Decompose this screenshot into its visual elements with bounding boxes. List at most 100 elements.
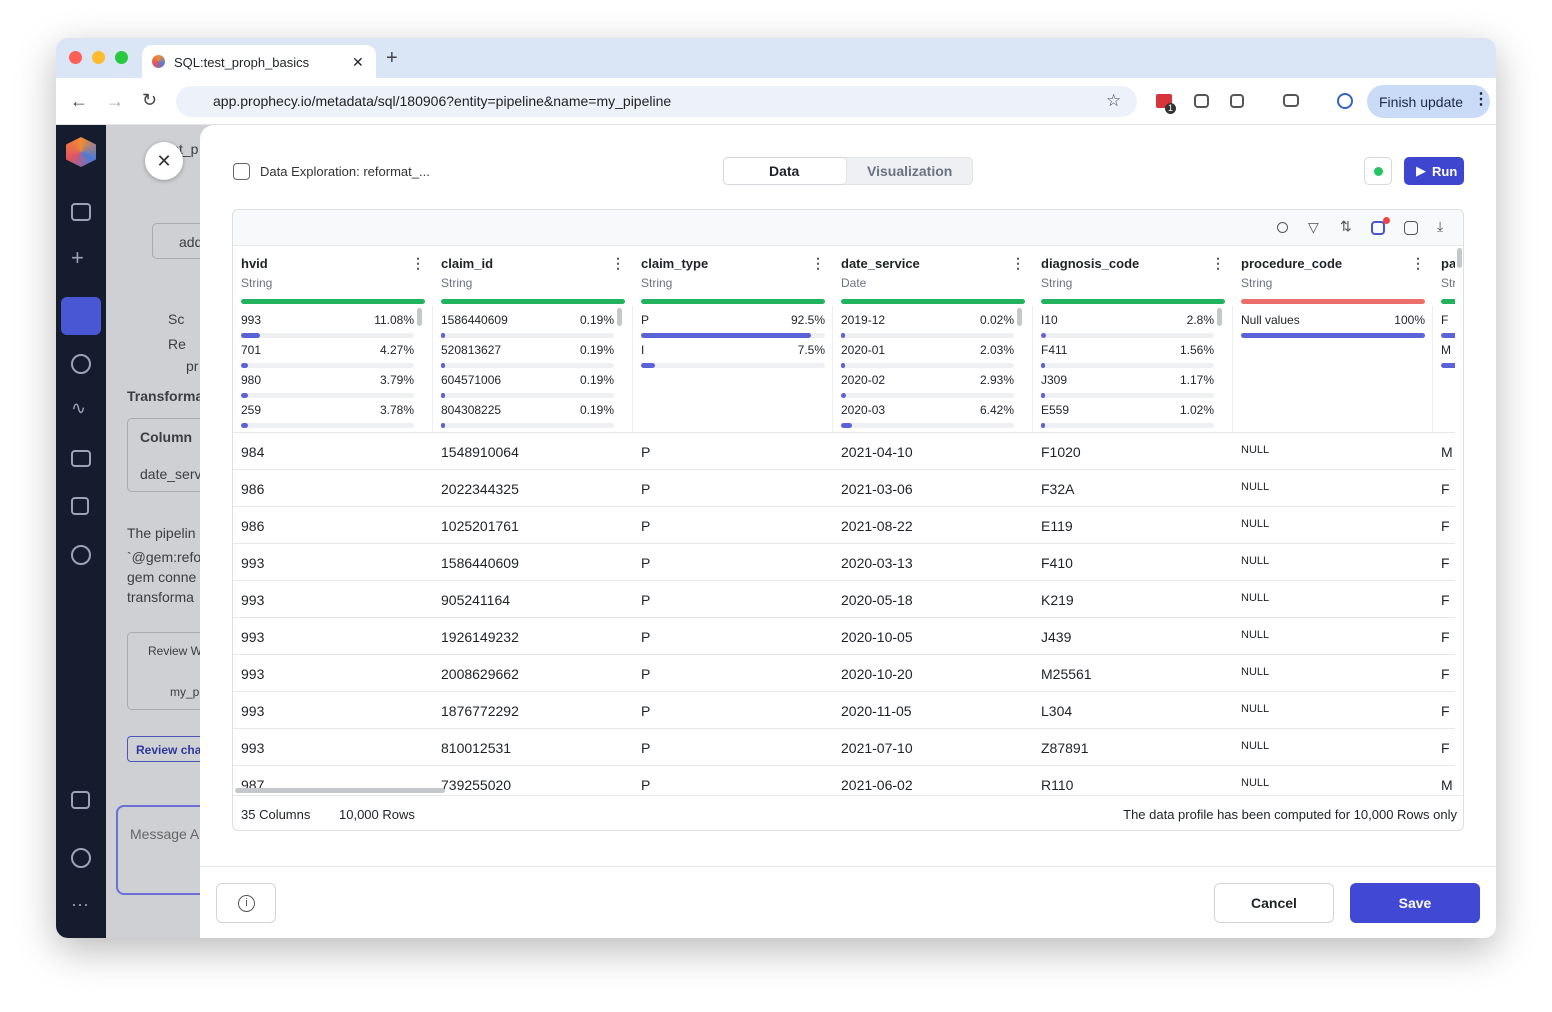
profile-bar	[441, 423, 445, 428]
profile-label: J309	[1041, 373, 1068, 387]
column-menu: ⋮	[1011, 255, 1025, 271]
paragraph-line: gem conne	[127, 569, 197, 585]
nav-history[interactable]	[71, 354, 91, 374]
profile-bar	[241, 333, 261, 338]
cell: F	[1441, 703, 1450, 719]
table-grid: hvid String ⋮ 993 11.08% 701 4.27% 980 3.79% 259 3…	[233, 246, 1455, 795]
column-name: hvid	[241, 256, 268, 271]
zoom-dot[interactable]	[115, 51, 128, 64]
nav-pipelines-active[interactable]	[61, 297, 101, 335]
profile-pct: 4.27%	[379, 343, 414, 357]
address-bar[interactable]: app.prophecy.io/metadata/sql/180906?enti…	[176, 86, 1137, 117]
column-name: claim_type	[641, 256, 709, 271]
back[interactable]: ←	[70, 91, 88, 111]
cell: L304	[1041, 703, 1073, 719]
cell: F	[1441, 481, 1450, 497]
profile-bar	[1041, 363, 1045, 368]
cast-icon[interactable]	[1283, 94, 1299, 107]
profile-icon[interactable]	[1337, 93, 1353, 109]
nav-marketplace[interactable]	[71, 791, 90, 809]
row-divider	[233, 617, 1455, 618]
column-menu: ⋮	[1211, 255, 1225, 271]
save-button[interactable]: Save	[1350, 883, 1480, 923]
profile-pct: 0.02%	[979, 313, 1014, 327]
profile-label: 701	[241, 343, 262, 357]
vertical-scrollbar	[1457, 248, 1462, 268]
filter-icon[interactable]: ▽	[1308, 219, 1319, 235]
profile-label: F411	[1041, 343, 1068, 357]
nav-help[interactable]	[71, 848, 91, 868]
profile-scrollbar	[1217, 308, 1222, 326]
nav-more[interactable]: ···	[71, 894, 89, 914]
cell: Z87891	[1041, 740, 1089, 756]
expander: add	[179, 234, 203, 250]
nav-activity[interactable]: ∿	[71, 398, 87, 418]
message-placeholder: Message A	[130, 826, 200, 842]
profile-pct: 0.19%	[579, 343, 614, 357]
profile-pct: 1.02%	[1179, 403, 1214, 417]
profile-track	[241, 363, 414, 368]
finish-update-label: Finish update	[1379, 94, 1464, 110]
close-dot[interactable]	[69, 51, 82, 64]
close-modal[interactable]: ✕	[145, 142, 183, 180]
window: SQL:test_proph_basics ✕ + ← → ↻ app.prop…	[56, 38, 1496, 938]
finish-update[interactable]: Finish update ⋮	[1367, 85, 1490, 118]
completeness-bar	[1441, 299, 1455, 304]
profile-track	[1041, 333, 1214, 338]
minimize-dot[interactable]	[92, 51, 105, 64]
run-button[interactable]: ▶ Run	[1404, 157, 1464, 185]
sort-icon[interactable]: ⇅	[1340, 218, 1352, 234]
cell: 2020-03-13	[841, 555, 913, 571]
new-tab[interactable]: +	[386, 47, 398, 69]
nav-jobs[interactable]	[71, 450, 91, 467]
row-divider	[233, 469, 1455, 470]
profile-bar	[241, 423, 248, 428]
tab-visualization-label[interactable]: Visualization	[867, 163, 953, 179]
column-menu: ⋮	[411, 255, 425, 271]
paragraph-line: transforma	[127, 589, 194, 605]
cell: M25561	[1041, 666, 1092, 682]
screenshot-icon[interactable]	[1194, 94, 1209, 108]
search-icon[interactable]	[1277, 222, 1288, 233]
profile-label: I	[641, 343, 645, 357]
profile-icon[interactable]	[1371, 221, 1385, 235]
profile-label: 804308225	[441, 403, 502, 417]
forward: →	[106, 91, 124, 111]
extensions-icon[interactable]	[1230, 94, 1244, 108]
nav-search[interactable]	[71, 203, 91, 221]
tab[interactable]: SQL:test_proph_basics ✕	[142, 45, 376, 78]
reload[interactable]: ↻	[142, 90, 158, 110]
cell: NULL	[1241, 555, 1270, 567]
cell: NULL	[1241, 740, 1270, 752]
cell: NULL	[1241, 666, 1270, 678]
profile-pct: 0.19%	[579, 373, 614, 387]
status-button[interactable]	[1364, 157, 1392, 185]
tab-close[interactable]: ✕	[352, 54, 364, 70]
profile-track	[1041, 423, 1214, 428]
nav-add[interactable]: +	[71, 245, 84, 270]
bookmark[interactable]: ☆	[1106, 91, 1122, 110]
nav-download[interactable]	[71, 545, 91, 565]
cell: 993	[241, 555, 265, 571]
row-divider	[233, 691, 1455, 692]
cell: M	[1441, 444, 1453, 460]
tab-data[interactable]	[724, 158, 846, 184]
columns-icon[interactable]	[1404, 221, 1418, 235]
cell: 1586440609	[441, 555, 519, 571]
download-icon[interactable]: ⤓	[1437, 218, 1444, 234]
cell: 2020-10-05	[841, 629, 913, 645]
cell: 1025201761	[441, 518, 519, 534]
info-button[interactable]: i	[216, 883, 276, 923]
nav-charts[interactable]	[71, 497, 89, 515]
table-toolbar	[233, 210, 1463, 246]
column-menu: ⋮	[1411, 255, 1425, 271]
cancel-button[interactable]: Cancel	[1214, 883, 1334, 923]
profile-label: E559	[1041, 403, 1070, 417]
row-divider	[233, 580, 1455, 581]
profile-label: F	[1441, 313, 1449, 327]
column-menu: ⋮	[811, 255, 825, 271]
profile-bar	[841, 393, 847, 398]
cell: 2021-07-10	[841, 740, 913, 756]
logo	[66, 137, 96, 167]
